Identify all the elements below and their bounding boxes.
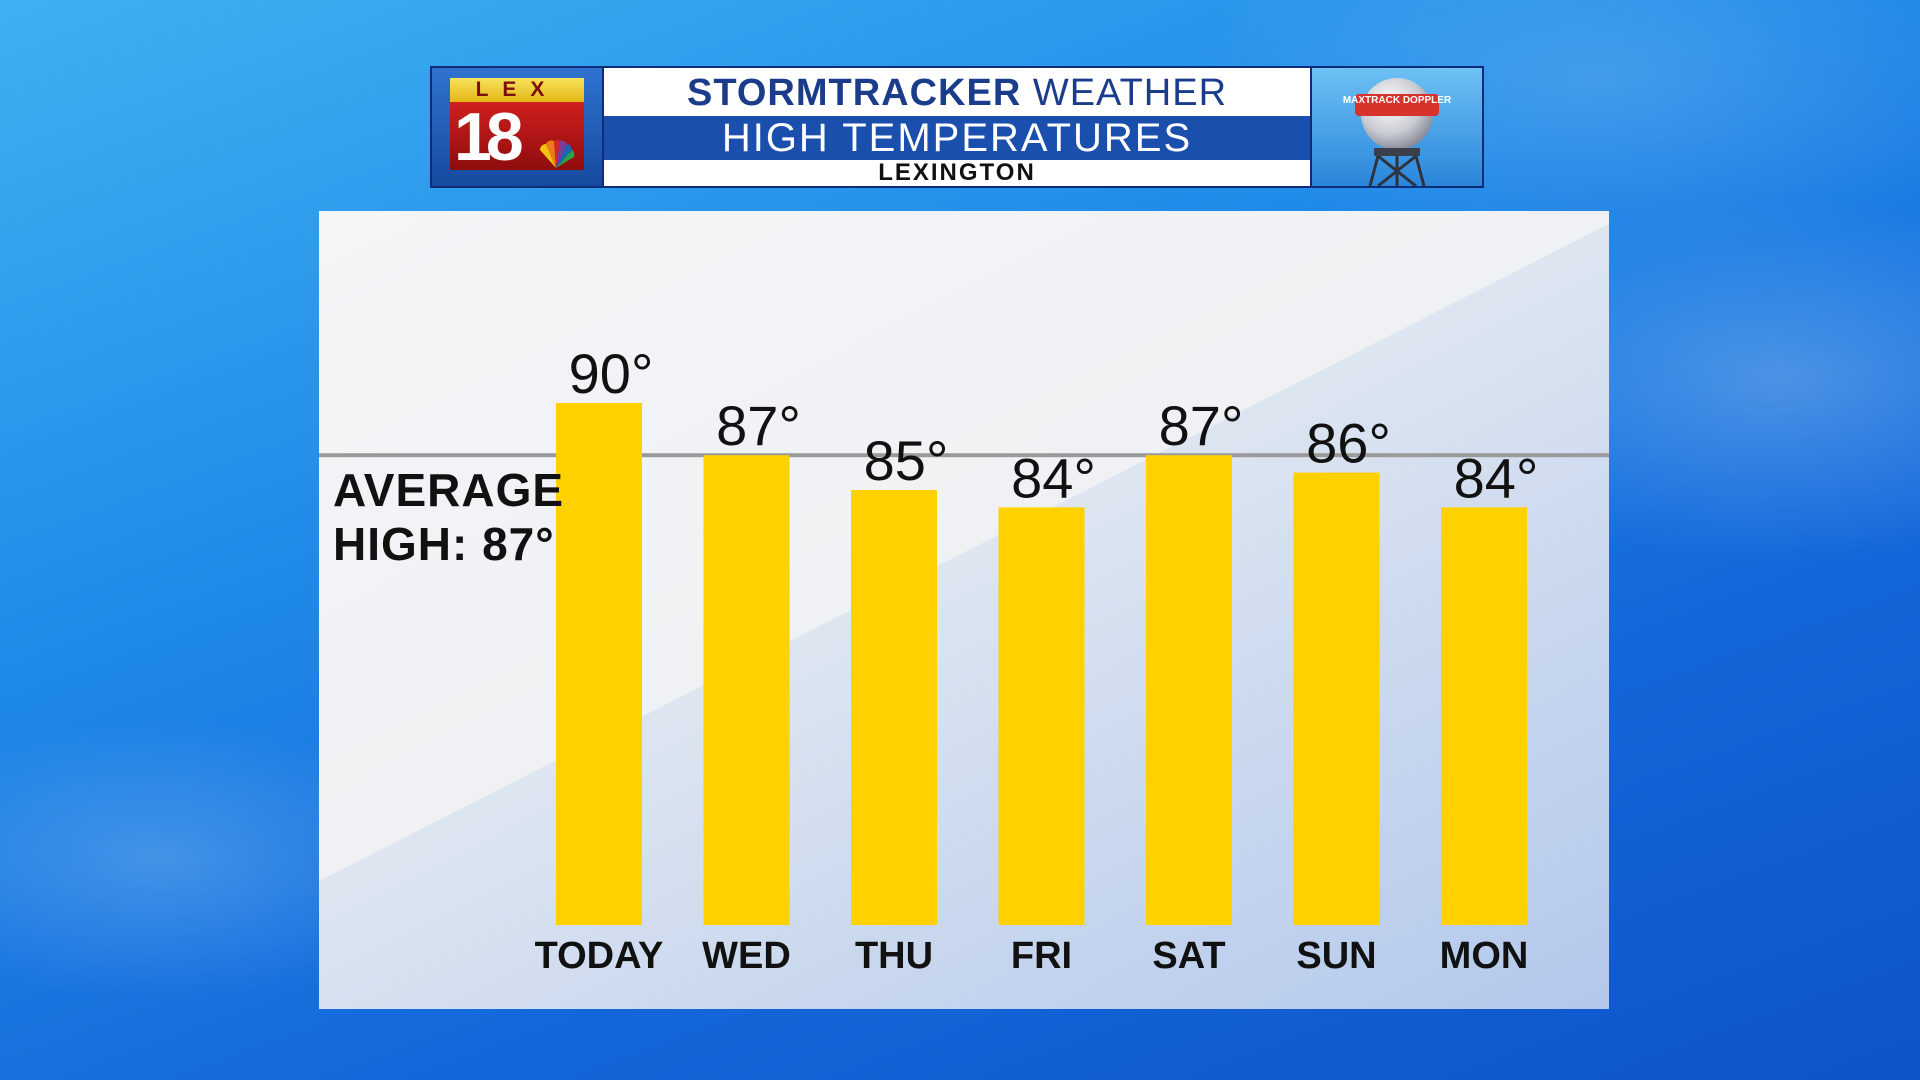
title-rest: WEATHER (1032, 72, 1228, 114)
logo-number: 18 (450, 102, 584, 172)
bar-thu (851, 490, 937, 925)
value-label-fri: 84° (1011, 446, 1096, 509)
category-label-fri: FRI (1011, 935, 1072, 977)
bar-sun (1293, 472, 1380, 925)
chart-panel: 90° TODAY 87° WED 85° THU 84° FRI 87° SAT 86° SUN 84… (319, 211, 1609, 1009)
bar-sat (1146, 455, 1232, 925)
peacock-icon (540, 140, 575, 168)
category-label-wed: WED (702, 935, 791, 977)
title-bold: STORMTRACKER (686, 72, 1022, 114)
average-reference-line (319, 453, 1609, 458)
category-label-mon: MON (1440, 935, 1529, 977)
value-label-thu: 85° (864, 429, 949, 492)
bar-wed (703, 455, 790, 925)
bar-fri (998, 507, 1085, 925)
average-label-line2: HIGH: 87° (333, 518, 555, 570)
bar-today (556, 403, 642, 925)
station-logo: LEX 18 (432, 68, 604, 186)
value-label-mon: 84° (1454, 446, 1539, 509)
value-label-wed: 87° (716, 394, 801, 457)
category-label-thu: THU (855, 935, 933, 977)
title-line: STORMTRACKER WEATHER (604, 72, 1310, 114)
value-label-today: 90° (569, 342, 654, 405)
title-block: STORMTRACKER WEATHER HIGH TEMPERATURES L… (604, 68, 1310, 186)
bar-mon (1441, 507, 1527, 925)
doppler-logo: MAXTRACK DOPPLER (1310, 68, 1482, 186)
radar-tower-icon: MAXTRACK DOPPLER (1343, 78, 1452, 186)
value-label-sat: 87° (1159, 394, 1244, 457)
category-label-today: TODAY (535, 935, 664, 977)
location-label: LEXINGTON (878, 159, 1036, 186)
doppler-badge-text: MAXTRACK DOPPLER (1343, 95, 1452, 106)
logo-lex-text: LEX (450, 78, 584, 102)
header-banner: LEX 18 STORMTRACKER WEATHER HIGH TEMPERA… (430, 66, 1484, 188)
bar-chart: 90° TODAY 87° WED 85° THU 84° FRI 87° SAT 86° SUN 84… (319, 342, 1609, 977)
category-label-sun: SUN (1296, 935, 1376, 977)
average-label-line1: AVERAGE (333, 464, 565, 516)
subtitle: HIGH TEMPERATURES (604, 116, 1310, 160)
category-label-sat: SAT (1152, 935, 1225, 977)
value-label-sun: 86° (1306, 412, 1391, 475)
